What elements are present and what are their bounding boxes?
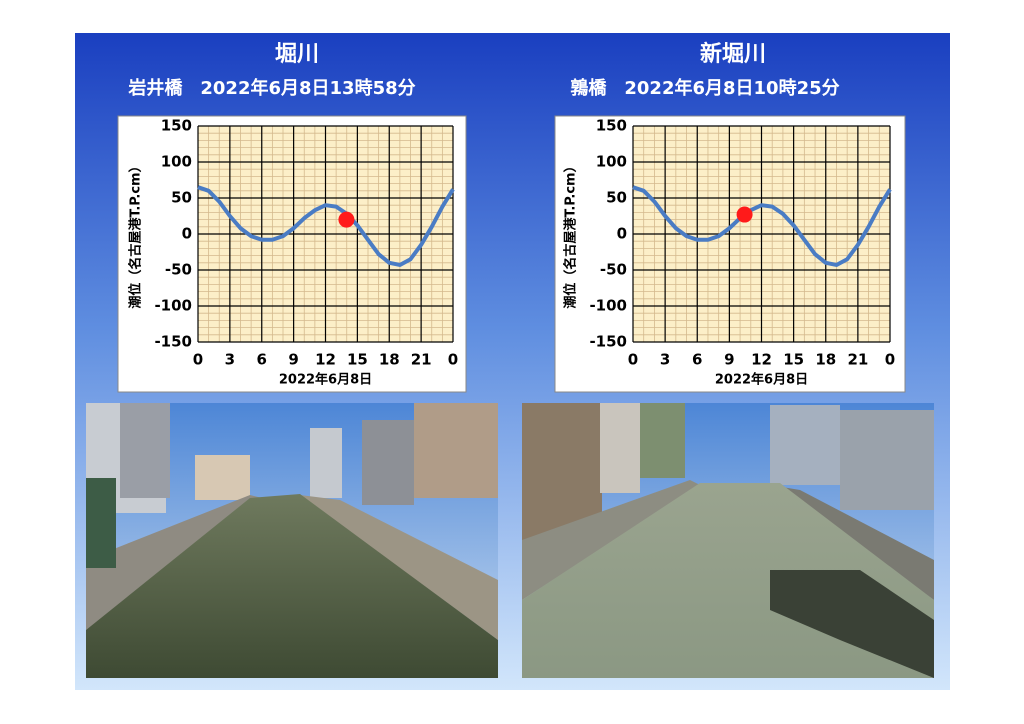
y-tick-label: 50: [606, 189, 627, 207]
y-tick-label: 150: [161, 117, 192, 135]
current-marker: [736, 206, 753, 223]
x-tick-label: 6: [692, 351, 702, 369]
y-tick-label: -150: [154, 333, 192, 351]
x-axis-title: 2022年6月8日: [715, 372, 808, 388]
x-tick-label: 21: [411, 351, 432, 369]
chart-subtitle: 岩井橋 2022年6月8日13時58分: [127, 77, 415, 99]
y-tick-label: -50: [600, 261, 627, 279]
y-tick-label: -150: [589, 333, 627, 351]
y-axis-title: 潮位（名古屋港T.P.cm）: [563, 159, 579, 308]
y-tick-label: 50: [171, 189, 192, 207]
x-tick-label: 6: [257, 351, 267, 369]
chart-subtitle: 鶉橋 2022年6月8日10時25分: [570, 77, 839, 99]
x-tick-label: 9: [724, 351, 734, 369]
y-tick-label: -100: [589, 297, 627, 315]
x-tick-label: 0: [628, 351, 638, 369]
photo-horikawa: [86, 403, 498, 678]
x-tick-label: 3: [225, 351, 235, 369]
chart-horikawa: 堀川 岩井橋 2022年6月8日13時58分 -150 -100 -50 0 50 100…: [117, 42, 467, 393]
x-tick-label: 0: [448, 351, 458, 369]
y-tick-label: 100: [161, 153, 192, 171]
x-tick-label: 0: [193, 351, 203, 369]
y-tick-label: 0: [182, 225, 192, 243]
chart-title: 新堀川: [700, 41, 766, 67]
x-tick-label: 0: [885, 351, 895, 369]
x-tick-label: 18: [815, 351, 836, 369]
x-tick-label: 15: [347, 351, 368, 369]
x-tick-label: 12: [751, 351, 772, 369]
x-tick-label: 9: [288, 351, 298, 369]
tide-line: [197, 185, 455, 267]
y-tick-label: -100: [154, 297, 192, 315]
x-tick-label: 3: [660, 351, 670, 369]
x-axis-title: 2022年6月8日: [279, 372, 372, 388]
x-tick-label: 21: [847, 351, 868, 369]
tide-line: [632, 185, 892, 267]
y-tick-label: 150: [596, 117, 627, 135]
y-tick-label: 100: [596, 153, 627, 171]
chart-shinhorikawa: 新堀川 鶉橋 2022年6月8日10時25分 -150 -100 -50 0 50 100…: [554, 41, 906, 393]
photo-shinhorikawa: [522, 403, 934, 678]
current-marker: [338, 211, 355, 228]
y-tick-label: -50: [165, 261, 192, 279]
chart-title: 堀川: [275, 42, 319, 67]
y-axis-title: 潮位（名古屋港T.P.cm）: [128, 159, 144, 308]
x-tick-label: 15: [783, 351, 804, 369]
x-tick-label: 18: [379, 351, 400, 369]
y-tick-label: 0: [617, 225, 627, 243]
x-tick-label: 12: [315, 351, 336, 369]
